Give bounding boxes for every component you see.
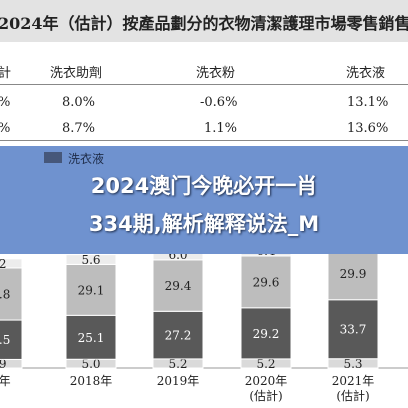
bar-segment xyxy=(65,254,117,265)
bar-segment xyxy=(240,307,292,360)
data-label: 22.5 xyxy=(0,333,10,347)
table-cell: 13.6% xyxy=(347,121,389,136)
table-divider xyxy=(0,140,408,141)
bar-segment xyxy=(0,258,23,269)
x-tick-label: (估計) xyxy=(336,388,369,403)
table-row: % 8.0% -0.6% 13.1% xyxy=(0,95,408,119)
overlay-headline: 334期,解析解释说法_M xyxy=(88,212,320,236)
table-cell: 13.1% xyxy=(347,95,389,110)
data-label: 27.2 xyxy=(165,329,192,343)
overlay-headline: 2024澳门今晚必开一肖 xyxy=(90,174,318,198)
x-tick-label: 2020年 xyxy=(245,374,288,388)
data-label: 5.2 xyxy=(0,257,7,271)
bar-segment xyxy=(152,310,204,360)
bar-segment xyxy=(327,246,379,301)
data-label: 25.1 xyxy=(78,331,105,345)
title-bar: 2024年（估計）按產品劃分的衣物清潔護理市場零售銷售額 xyxy=(0,0,408,42)
overlay-banner xyxy=(0,146,408,254)
data-label: 5.0 xyxy=(81,357,100,371)
table-header-cell: 計 xyxy=(0,66,12,81)
legend-label: 洗衣液 xyxy=(68,152,105,166)
x-tick-label: 2019年 xyxy=(157,374,200,388)
x-tick-label: (估計) xyxy=(249,388,282,403)
table-divider xyxy=(0,84,408,85)
data-label: 29.8 xyxy=(0,287,10,301)
data-label: 33.7 xyxy=(340,323,367,337)
data-label: 5.6 xyxy=(81,253,100,267)
bar-segment xyxy=(0,358,23,369)
data-label: 5.3 xyxy=(343,357,362,371)
legend-swatch xyxy=(44,152,62,163)
x-tick-label: 2021年 xyxy=(332,374,375,388)
table-header-row: 計 洗衣助劑 洗衣粉 洗衣液 xyxy=(0,62,408,86)
table-cell: 8.0% xyxy=(62,95,96,110)
bar-segment xyxy=(327,299,379,360)
data-label: 29.6 xyxy=(253,275,280,289)
data-label: 29.4 xyxy=(165,279,192,293)
table-row: % 8.7% 1.1% 13.6% xyxy=(0,121,408,145)
bar-segment xyxy=(0,267,23,321)
table-cell: 1.1% xyxy=(204,121,238,136)
data-label: 5.2 xyxy=(168,357,187,371)
table-cell: % xyxy=(0,95,10,110)
table-header-cell: 洗衣液 xyxy=(346,66,386,81)
data-label: 29.1 xyxy=(78,283,105,297)
x-tick-label: 17年 xyxy=(0,374,11,388)
bar-segment xyxy=(0,319,23,360)
table-cell: % xyxy=(0,121,10,136)
bar-segment xyxy=(65,314,117,360)
page-title: 2024年（估計）按產品劃分的衣物清潔護理市場零售銷售額 xyxy=(0,14,408,33)
data-label: 4.9 xyxy=(0,357,7,371)
table-header-cell: 洗衣助劑 xyxy=(50,66,103,81)
data-label: 29.2 xyxy=(253,327,280,341)
data-label: 5.2 xyxy=(256,357,275,371)
data-label: 29.9 xyxy=(340,267,367,281)
table-cell: 8.7% xyxy=(62,121,96,136)
x-tick-label: 2018年 xyxy=(70,374,113,388)
table-cell: -0.6% xyxy=(200,95,238,110)
bar-segment xyxy=(152,259,204,312)
table-header-cell: 洗衣粉 xyxy=(196,66,236,81)
bar-segment xyxy=(240,255,292,309)
